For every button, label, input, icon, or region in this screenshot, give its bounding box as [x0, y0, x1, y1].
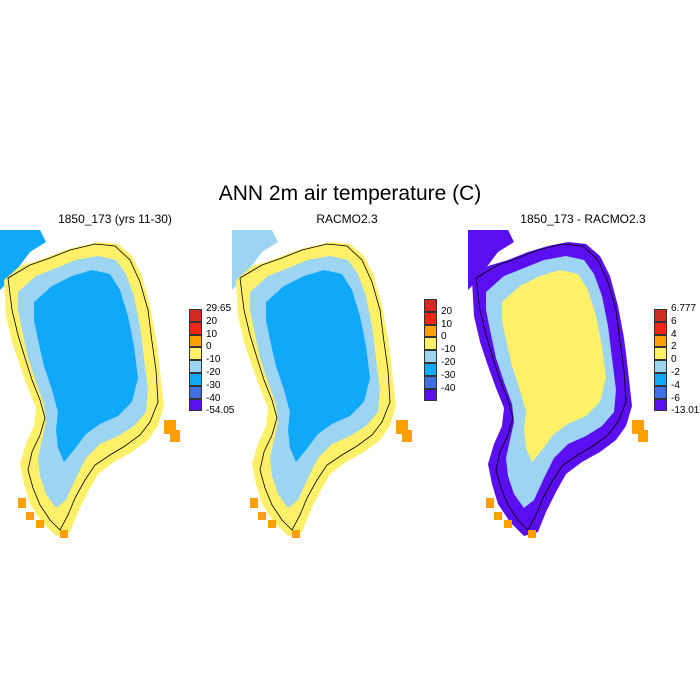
warm-cell: [486, 498, 494, 508]
colorbar-label: -54.05: [206, 405, 235, 417]
colorbar-swatch: [189, 398, 202, 412]
colorbar-label: -40: [206, 392, 221, 404]
colorbar-swatch: [654, 347, 667, 361]
colorbar-swatch: [654, 398, 667, 412]
interior-region: [502, 270, 606, 462]
colorbar-swatch: [189, 360, 202, 373]
colorbar-label: 4: [671, 328, 677, 340]
warm-cell: [258, 512, 266, 520]
colorbar-swatch: [424, 375, 437, 389]
colorbar-swatch: [654, 321, 667, 335]
warm-cell: [18, 498, 26, 508]
colorbar-label: -30: [441, 369, 456, 381]
colorbar-swatch: [424, 363, 437, 376]
colorbar-label: 0: [206, 341, 212, 353]
warm-cell: [268, 520, 276, 528]
warm-cell: [494, 512, 502, 520]
colorbar-label: 6.777: [671, 303, 697, 314]
colorbar-swatch: [189, 347, 202, 361]
colorbar-swatch: [189, 385, 202, 399]
interior-region: [34, 270, 138, 462]
colorbar-swatch: [424, 299, 437, 312]
colorbar-swatch: [424, 311, 437, 325]
warm-cell: [170, 430, 180, 442]
colorbar-label: 6: [671, 315, 677, 327]
colorbar-label: 20: [441, 305, 453, 317]
colorbar-swatch: [654, 385, 667, 399]
panel-title: RACMO2.3: [316, 212, 378, 226]
warm-cell: [26, 512, 34, 520]
colorbar-swatch: [424, 337, 437, 351]
colorbar-swatch: [189, 321, 202, 335]
coastline: [7, 243, 159, 531]
colorbar-label: -4: [671, 379, 680, 391]
colorbar-swatch: [189, 373, 202, 386]
greenland-map: [0, 230, 180, 538]
colorbar-label: -10: [441, 344, 456, 356]
greenland-map: [232, 230, 412, 538]
warm-cell: [36, 520, 44, 528]
warm-cell: [250, 498, 258, 508]
colorbar-label: 0: [441, 331, 447, 343]
colorbar-label: 29.65: [206, 303, 232, 314]
colorbar-label: 10: [441, 318, 453, 330]
colorbar-swatch: [189, 309, 202, 322]
warm-cell: [528, 530, 536, 538]
warm-cell: [638, 430, 648, 442]
colorbar-label: -13.017: [671, 405, 700, 417]
colorbar-swatch: [654, 334, 667, 348]
greenland-map: [468, 230, 648, 538]
colorbar-swatch: [654, 309, 667, 322]
colorbar-label: -2: [671, 367, 680, 378]
colorbar-swatch: [654, 360, 667, 373]
colorbar-label: 10: [206, 328, 218, 340]
panel-model: 1850_173 (yrs 11-30) -54.05 -40 -30 -20 -10 0…: [0, 212, 234, 538]
colorbar-swatch: [424, 388, 437, 402]
colorbar-label: -10: [206, 354, 221, 366]
warm-cell: [402, 430, 412, 442]
colorbar-label: -30: [206, 379, 221, 391]
colorbar-label: -20: [206, 367, 221, 378]
colorbar-label: 2: [671, 341, 677, 353]
warm-cell: [292, 530, 300, 538]
panel-difference: 1850_173 - RACMO2.3 -13.017-6-4-202466.7…: [468, 212, 700, 538]
warm-cell: [60, 530, 68, 538]
warm-cell: [504, 520, 512, 528]
panel-title: 1850_173 (yrs 11-30): [58, 212, 172, 226]
colorbar-label: -40: [441, 382, 456, 394]
colorbar-swatch: [424, 350, 437, 363]
colorbar-label: -20: [441, 357, 456, 368]
colorbar-swatch: [654, 373, 667, 386]
colorbar-swatch: [189, 334, 202, 348]
panel-racmo: RACMO2.3 -40 -30 -20 -10 0 10 20: [232, 212, 462, 538]
colorbar-swatch: [424, 324, 437, 338]
figure-title: ANN 2m air temperature (C): [218, 182, 482, 205]
coastline: [239, 243, 391, 531]
panel-title: 1850_173 - RACMO2.3: [520, 212, 646, 226]
coastline: [475, 243, 627, 531]
colorbar-label: 20: [206, 315, 218, 327]
colorbar-label: 0: [671, 354, 677, 366]
colorbar-label: -6: [671, 392, 680, 404]
interior-region: [266, 270, 370, 462]
